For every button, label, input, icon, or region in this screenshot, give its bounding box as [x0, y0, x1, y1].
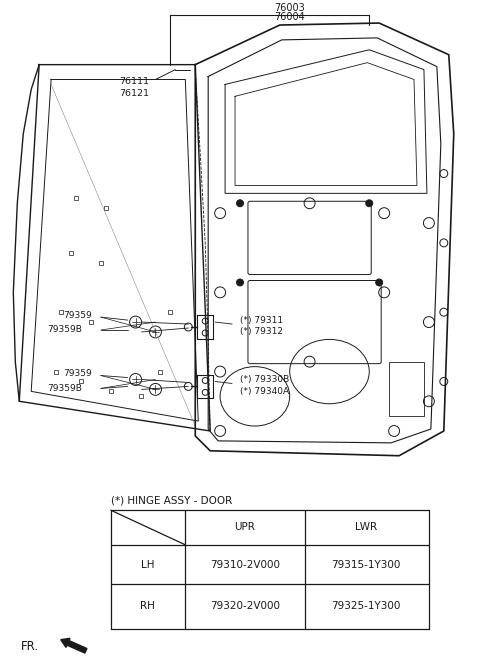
- Bar: [89, 320, 93, 324]
- Text: RH: RH: [140, 601, 155, 611]
- Text: UPR: UPR: [235, 522, 255, 532]
- Text: (*) HINGE ASSY - DOOR: (*) HINGE ASSY - DOOR: [111, 495, 232, 505]
- Text: 76004: 76004: [275, 12, 305, 22]
- Bar: [99, 261, 103, 265]
- Text: (*) 79340A: (*) 79340A: [240, 387, 289, 396]
- Text: (*) 79312: (*) 79312: [240, 328, 283, 336]
- Text: 79320-2V000: 79320-2V000: [210, 601, 280, 611]
- Bar: [74, 196, 78, 200]
- Text: 79359: 79359: [63, 311, 92, 320]
- Bar: [104, 206, 108, 210]
- Circle shape: [237, 279, 243, 286]
- Text: 79310-2V000: 79310-2V000: [210, 559, 280, 569]
- Text: 76111: 76111: [119, 77, 149, 86]
- Text: (*) 79311: (*) 79311: [240, 316, 283, 324]
- Bar: [59, 310, 63, 314]
- Text: 79325-1Y300: 79325-1Y300: [332, 601, 401, 611]
- Bar: [139, 395, 143, 398]
- Text: LWR: LWR: [355, 522, 377, 532]
- Bar: [158, 370, 162, 374]
- FancyArrow shape: [61, 639, 87, 653]
- Circle shape: [366, 200, 373, 207]
- Text: 76003: 76003: [275, 3, 305, 13]
- Bar: [168, 310, 172, 314]
- Text: 79359: 79359: [63, 369, 92, 378]
- Bar: [109, 389, 113, 393]
- Text: 79315-1Y300: 79315-1Y300: [332, 559, 401, 569]
- Text: LH: LH: [141, 559, 154, 569]
- Bar: [54, 370, 58, 374]
- Bar: [389, 362, 424, 416]
- Text: 79359B: 79359B: [47, 384, 82, 393]
- Text: (*) 79330B: (*) 79330B: [240, 375, 289, 384]
- Bar: [69, 251, 73, 255]
- Text: 79359B: 79359B: [47, 326, 82, 334]
- Circle shape: [376, 279, 383, 286]
- Bar: [79, 379, 83, 383]
- Text: 76121: 76121: [119, 89, 149, 98]
- Circle shape: [237, 200, 243, 207]
- Text: FR.: FR.: [21, 641, 39, 653]
